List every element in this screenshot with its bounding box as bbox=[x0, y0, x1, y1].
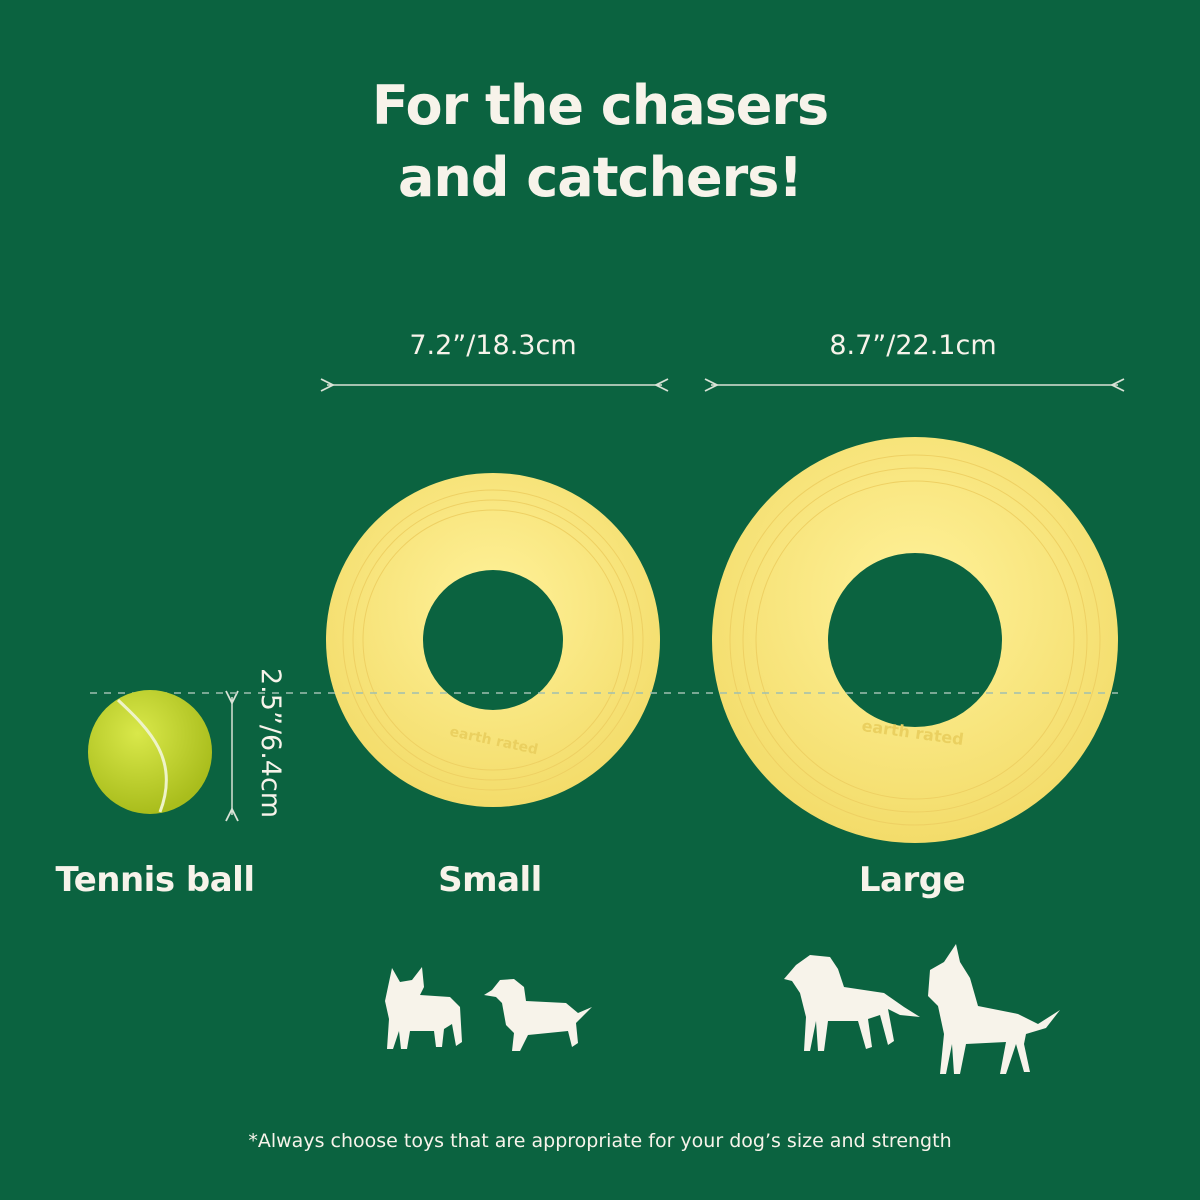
small-size-label: Small bbox=[438, 860, 542, 900]
shepherd-dog-icon bbox=[928, 944, 1060, 1074]
page-title: For the chasers and catchers! bbox=[0, 70, 1200, 214]
dachshund-icon bbox=[484, 979, 592, 1051]
labrador-icon bbox=[784, 955, 920, 1051]
tennis-ball bbox=[88, 690, 212, 814]
large-size-label: Large bbox=[858, 860, 966, 900]
tennis-ball-label: Tennis ball bbox=[55, 860, 255, 900]
small-ring: earth rated bbox=[326, 473, 660, 807]
large-width-label: 8.7”/22.1cm bbox=[829, 330, 997, 361]
title-line-2: and catchers! bbox=[397, 146, 803, 209]
large-ring: earth rated bbox=[712, 437, 1118, 843]
small-width-label: 7.2”/18.3cm bbox=[409, 330, 577, 361]
title-line-1: For the chasers bbox=[371, 74, 829, 137]
footnote: *Always choose toys that are appropriate… bbox=[248, 1130, 952, 1152]
french-bulldog-icon bbox=[385, 967, 462, 1049]
tennis-ball-height-label: 2.5”/6.4cm bbox=[255, 668, 286, 819]
